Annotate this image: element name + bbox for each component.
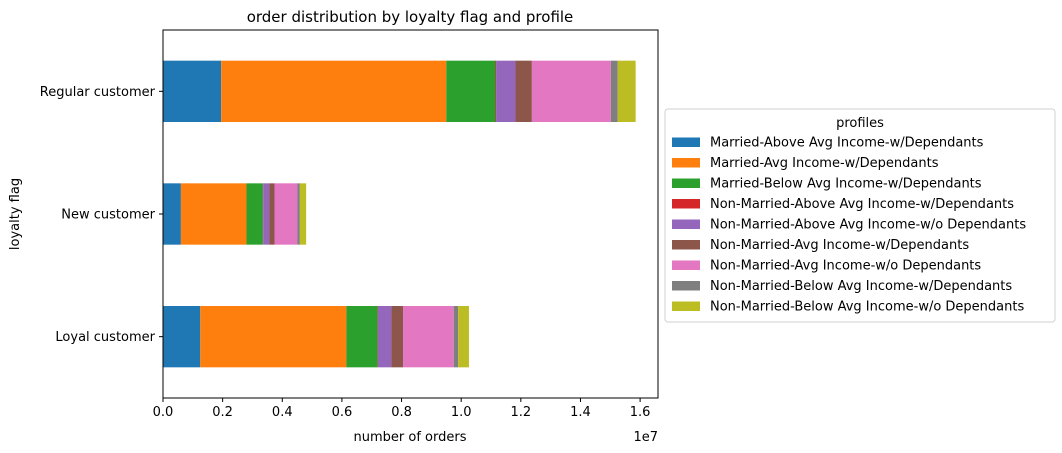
legend-label: Married-Avg Income-w/Dependants bbox=[710, 156, 939, 171]
x-tick-label: 0.4 bbox=[272, 405, 293, 420]
y-tick-label: New customer bbox=[61, 208, 155, 223]
bar-segment bbox=[269, 183, 275, 245]
legend-swatch bbox=[672, 199, 700, 209]
bar-segment bbox=[221, 60, 447, 122]
bar-segment bbox=[458, 306, 469, 368]
bar-segment bbox=[391, 306, 404, 368]
chart-title: order distribution by loyalty flag and p… bbox=[247, 8, 574, 26]
y-tick-label: Regular customer bbox=[40, 85, 156, 100]
legend-swatch bbox=[672, 158, 700, 168]
legend: profiles Married-Above Avg Income-w/Depe… bbox=[664, 108, 1056, 323]
bar-segment bbox=[453, 306, 459, 368]
bar-segment bbox=[200, 306, 347, 368]
legend-swatch bbox=[672, 281, 700, 291]
x-axis-label: number of orders bbox=[354, 430, 467, 445]
bar-segment bbox=[610, 60, 618, 122]
bar-segment bbox=[515, 60, 532, 122]
x-axis-scale-label: 1e7 bbox=[633, 430, 658, 445]
x-tick-label: 1.2 bbox=[510, 405, 531, 420]
bar-segment bbox=[617, 60, 636, 122]
legend-swatch bbox=[672, 219, 700, 229]
bar-segment bbox=[495, 60, 497, 122]
bar-segment bbox=[496, 60, 516, 122]
y-tick-label: Loyal customer bbox=[55, 330, 155, 345]
bar-segment bbox=[531, 60, 611, 122]
bar-segment bbox=[163, 183, 181, 245]
legend-label: Non-Married-Above Avg Income-w/o Dependa… bbox=[710, 218, 1026, 233]
legend-label: Married-Above Avg Income-w/Dependants bbox=[710, 136, 984, 151]
bar-segment bbox=[297, 183, 300, 245]
legend-swatch bbox=[672, 137, 700, 147]
x-tick-label: 1.0 bbox=[451, 405, 472, 420]
bars-layer bbox=[163, 60, 636, 368]
x-tick-label: 0.6 bbox=[332, 405, 353, 420]
bar-segment bbox=[446, 60, 496, 122]
bar-segment bbox=[246, 183, 263, 245]
x-axis: 0.0 0.2 0.4 0.6 0.8 1.0 1.2 1.4 1.6 bbox=[153, 398, 651, 420]
bar-segment bbox=[377, 306, 392, 368]
bar-segment bbox=[163, 306, 201, 368]
bar-segment bbox=[180, 183, 247, 245]
legend-title: profiles bbox=[836, 116, 884, 131]
bar-segment bbox=[274, 183, 298, 245]
x-tick-label: 0.8 bbox=[391, 405, 412, 420]
legend-label: Married-Below Avg Income-w/Dependants bbox=[710, 177, 982, 192]
legend-swatch bbox=[672, 240, 700, 250]
y-axis-label: loyalty flag bbox=[8, 178, 23, 250]
x-tick-label: 0.0 bbox=[153, 405, 174, 420]
legend-label: Non-Married-Avg Income-w/o Dependants bbox=[710, 259, 981, 274]
bar-segment bbox=[263, 183, 270, 245]
x-tick-label: 0.2 bbox=[212, 405, 233, 420]
legend-label: Non-Married-Below Avg Income-w/o Dependa… bbox=[710, 300, 1024, 315]
legend-swatch bbox=[672, 178, 700, 188]
legend-label: Non-Married-Above Avg Income-w/Dependant… bbox=[710, 197, 1014, 212]
x-tick-label: 1.4 bbox=[570, 405, 591, 420]
bar-segment bbox=[299, 183, 307, 245]
y-axis: Loyal customer New customer Regular custom… bbox=[40, 85, 163, 345]
legend-swatch bbox=[672, 260, 700, 270]
legend-label: Non-Married-Below Avg Income-w/Dependant… bbox=[710, 279, 1012, 294]
bar-segment bbox=[163, 60, 222, 122]
bar-segment bbox=[346, 306, 378, 368]
legend-box bbox=[664, 108, 1056, 323]
legend-label: Non-Married-Avg Income-w/Dependants bbox=[710, 238, 969, 253]
x-tick-label: 1.6 bbox=[630, 405, 651, 420]
bar-segment bbox=[403, 306, 454, 368]
legend-swatch bbox=[672, 301, 700, 311]
